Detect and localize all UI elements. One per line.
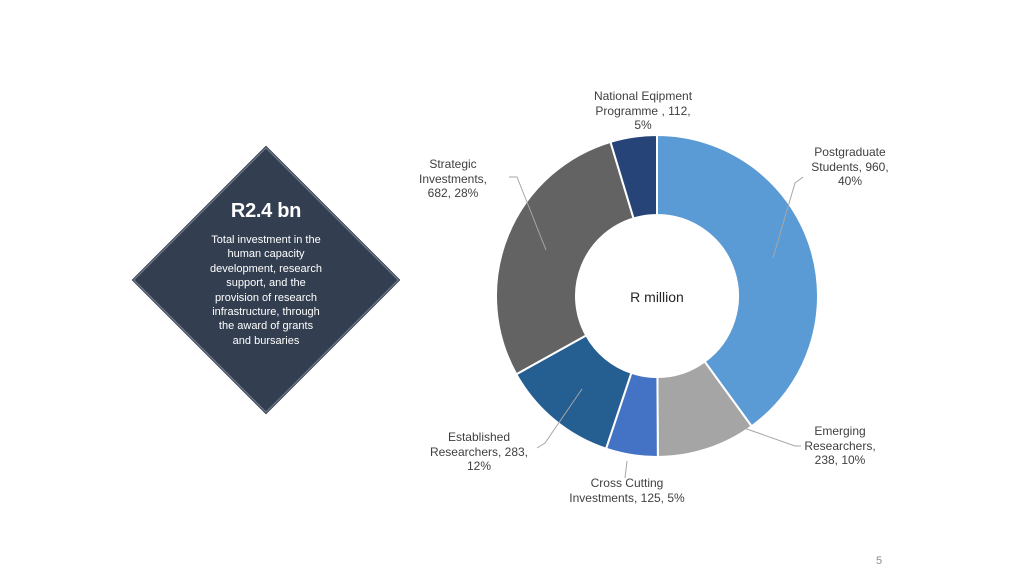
center-label: R million: [630, 289, 684, 305]
page-number: 5: [876, 555, 883, 567]
leader-line-established-researchers: [536, 388, 583, 449]
slice-label-postgraduate-students: Postgraduate Students, 960, 40%: [811, 145, 889, 189]
leader-line-postgraduate-students: [772, 176, 804, 259]
leader-line-emerging-researchers: [743, 427, 801, 447]
summary-description: Total investment in the human capacity d…: [210, 234, 322, 347]
slice-label-cross-cutting-investments: Cross Cutting Investments, 125, 5%: [569, 476, 685, 505]
slice-label-strategic-investments: Strategic Investments, 682, 28%: [418, 157, 488, 201]
donut-slice-postgraduate-students: [656, 133, 819, 428]
leader-line-cross-cutting-investments: [624, 460, 628, 479]
slice-label-national-eqipment-programme: National Eqipment Programme , 112, 5%: [593, 89, 693, 133]
summary-text: R2.4 bn Total investment in the human ca…: [166, 200, 366, 348]
slice-label-established-researchers: Established Researchers, 283, 12%: [429, 430, 529, 474]
slice-label-emerging-researchers: Emerging Researchers, 238, 10%: [804, 424, 876, 468]
donut-slice-national-eqipment-programme: [609, 133, 658, 220]
leader-line-strategic-investments: [509, 176, 547, 251]
donut-slice-strategic-investments: [495, 140, 635, 376]
headline: R2.4 bn: [230, 200, 302, 222]
